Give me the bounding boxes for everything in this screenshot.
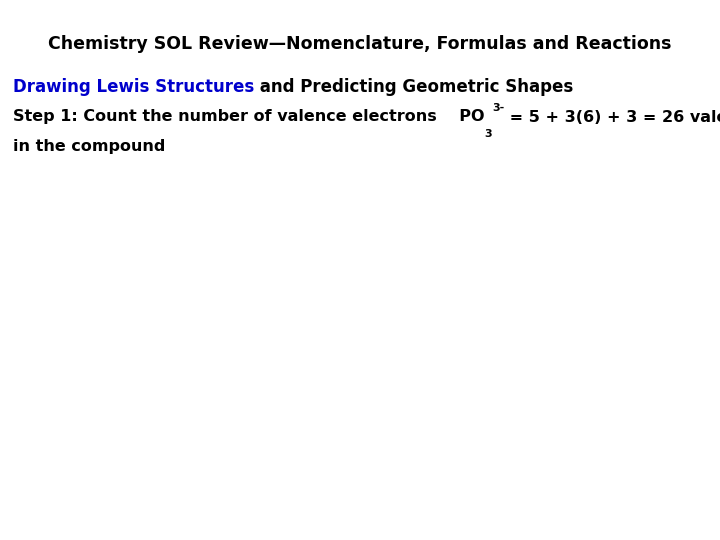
Text: and Predicting Geometric Shapes: and Predicting Geometric Shapes (254, 78, 573, 96)
Text: = 5 + 3(6) + 3 = 26 valence e-: = 5 + 3(6) + 3 = 26 valence e- (504, 110, 720, 125)
Text: 3-: 3- (492, 103, 504, 113)
Text: Step 1: Count the number of valence electrons    PO: Step 1: Count the number of valence elec… (13, 110, 485, 125)
Text: Chemistry SOL Review—Nomenclature, Formulas and Reactions: Chemistry SOL Review—Nomenclature, Formu… (48, 35, 672, 53)
Text: Drawing Lewis Structures: Drawing Lewis Structures (13, 78, 254, 96)
Text: in the compound: in the compound (13, 139, 166, 154)
Text: 3: 3 (485, 129, 492, 139)
